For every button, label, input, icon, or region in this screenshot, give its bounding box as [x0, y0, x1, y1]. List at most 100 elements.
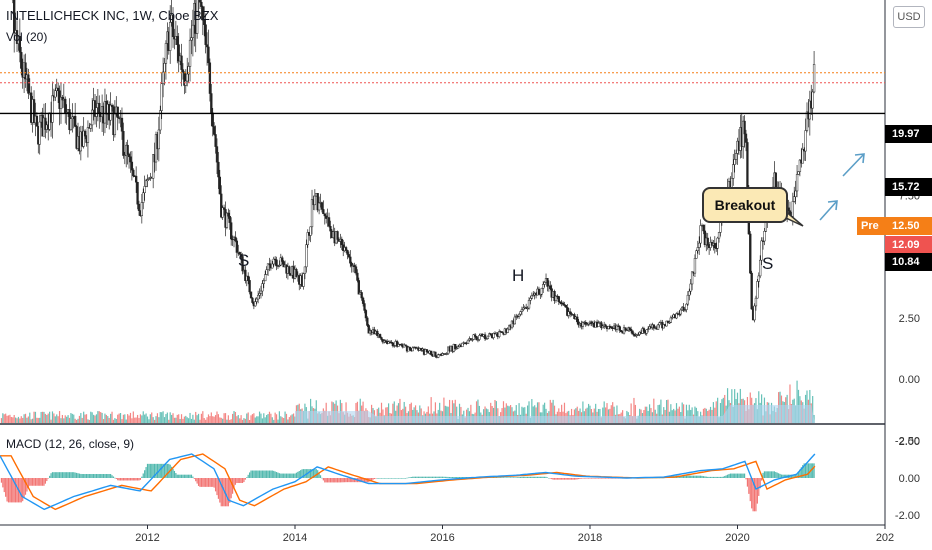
volume-bar	[553, 405, 556, 423]
macd-histogram-bar	[440, 476, 442, 478]
candle-body	[264, 274, 267, 282]
volume-bar	[434, 402, 437, 423]
macd-histogram-bar	[319, 475, 322, 478]
left-shoulder-label[interactable]: S	[238, 251, 250, 270]
macd-histogram-bar	[553, 478, 556, 480]
candle-body	[266, 263, 270, 271]
volume-bar	[209, 416, 211, 423]
volume-bar	[168, 419, 170, 423]
macd-histogram-bar	[20, 478, 22, 503]
candle-body	[682, 306, 685, 311]
candle-body	[485, 338, 488, 340]
macd-histogram-bar	[460, 477, 462, 478]
macd-histogram-bar	[687, 475, 689, 478]
macd-histogram-bar	[501, 477, 503, 478]
candle-body	[498, 331, 501, 337]
volume-bar	[388, 403, 390, 423]
candle-body	[520, 309, 524, 312]
macd-legend[interactable]: MACD (12, 26, close, 9)	[6, 437, 135, 451]
macd-histogram-bar	[246, 477, 248, 478]
macd-histogram-bar	[290, 473, 292, 478]
candle-body	[190, 37, 193, 41]
volume-bar	[597, 408, 600, 423]
volume-bar	[24, 413, 27, 423]
candle-body	[461, 342, 464, 348]
macd-histogram-bar	[195, 478, 197, 482]
macd-histogram-bar	[688, 475, 690, 478]
volume-bar	[446, 406, 448, 423]
macd-histogram-bar	[711, 476, 713, 478]
volume-bar	[158, 417, 160, 423]
candle-body	[408, 346, 412, 350]
candle-body	[186, 73, 189, 82]
volume-bar	[162, 411, 164, 423]
candle-body	[317, 202, 321, 211]
volume-legend[interactable]: Vol (20)	[6, 30, 48, 44]
volume-bar	[677, 408, 679, 423]
candle-body	[516, 315, 519, 318]
volume-bar	[186, 417, 188, 423]
currency-button[interactable]: USD	[893, 6, 925, 28]
macd-histogram-bar	[135, 478, 137, 481]
volume-bar	[267, 413, 269, 423]
volume-bar	[117, 414, 119, 423]
right-shoulder-label[interactable]: S	[762, 254, 774, 273]
candle-body	[624, 327, 627, 331]
candle-body	[763, 231, 766, 242]
macd-histogram-bar	[16, 478, 18, 503]
volume-bar	[685, 404, 688, 423]
volume-bar	[30, 419, 32, 423]
macd-histogram-bar	[256, 470, 258, 478]
breakout-callout[interactable]: Breakout	[702, 187, 788, 223]
trend-arrows[interactable]	[783, 153, 865, 227]
macd-histogram-bar	[701, 475, 703, 478]
horizontal-levels[interactable]	[0, 0, 885, 115]
volume-bar	[193, 419, 195, 423]
volume-bar	[535, 407, 537, 423]
candle-body	[706, 237, 709, 246]
volume-bar	[155, 416, 157, 423]
volume-bar	[29, 412, 31, 423]
macd-histogram-bar	[209, 478, 211, 487]
candle-body	[74, 115, 77, 127]
macd-histogram-bar	[809, 463, 811, 478]
volume-bar	[657, 405, 659, 423]
macd-histogram-bar	[144, 470, 146, 478]
volume-bar	[179, 418, 181, 423]
volume-bar	[695, 407, 697, 423]
candle-body	[183, 71, 186, 86]
macd-histogram-bar	[108, 474, 110, 478]
macd-histogram-bar	[331, 478, 333, 483]
volume-bar	[648, 404, 651, 423]
macd-histogram-bar	[738, 473, 740, 478]
volume-bar	[12, 417, 14, 423]
candle-body	[143, 186, 146, 194]
volume-bar	[281, 417, 283, 423]
volume-bar	[284, 411, 286, 423]
volume-bar	[6, 415, 8, 423]
macd-histogram-bar	[793, 474, 795, 478]
volume-bar	[75, 419, 78, 423]
volume-bar	[511, 407, 513, 423]
macd-histogram-bar	[700, 475, 702, 478]
volume-bar	[220, 417, 222, 423]
macd-histogram-bar	[807, 463, 810, 478]
macd-histogram-bar	[613, 478, 615, 479]
macd-histogram-bar	[586, 478, 588, 479]
candle-body	[86, 127, 90, 143]
symbol-title[interactable]: INTELLICHECK INC, 1W, Cboe BZX	[6, 8, 219, 23]
volume-bar	[447, 406, 449, 423]
volume-bar	[273, 419, 275, 423]
macd-histogram-bar	[9, 478, 11, 503]
macd-histogram-bar	[709, 476, 712, 478]
candle-body	[18, 36, 22, 53]
macd-histogram-bar	[397, 478, 400, 479]
candle-body	[200, 1, 203, 7]
macd-histogram-bar	[60, 472, 62, 478]
candle-body	[306, 232, 309, 245]
candle-body	[378, 334, 382, 338]
macd-histogram-bar	[708, 476, 710, 478]
macd-histogram-bar	[804, 463, 807, 478]
head-label[interactable]: H	[512, 266, 525, 285]
